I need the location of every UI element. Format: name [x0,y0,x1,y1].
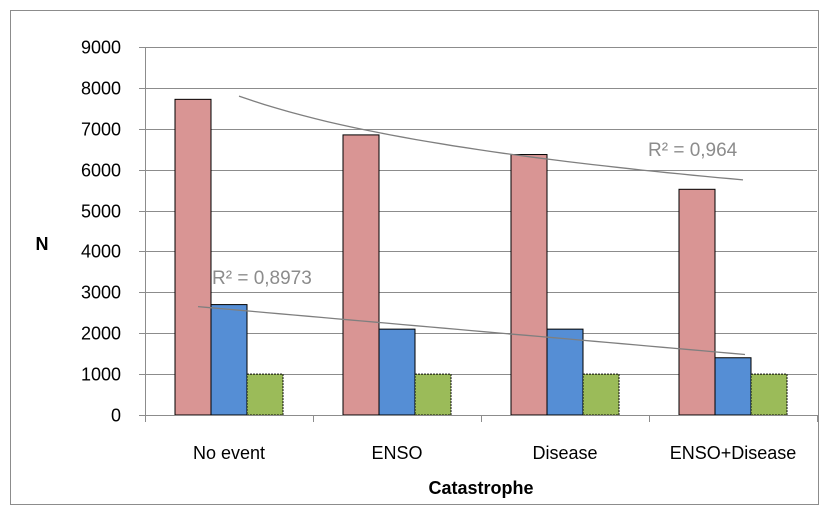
x-tick-label: ENSO [371,443,422,463]
x-axis-label: Catastrophe [428,478,533,498]
y-tick-label: 7000 [81,120,121,140]
x-tick-label: ENSO+Disease [670,443,797,463]
bar-series-3-no-event [246,373,284,416]
x-tick-label: Disease [532,443,597,463]
y-tick-label: 2000 [81,324,121,344]
y-tick-label: 5000 [81,202,121,222]
y-axis-label: N [36,234,49,254]
trendline-label-r2-series-2: R² = 0,8973 [212,268,312,289]
y-tick-label: 6000 [81,161,121,181]
bar-series-2-no-event [210,304,248,416]
bar-series-1-enso-disease [678,188,716,416]
bar-series-2-enso [378,328,416,416]
x-tick-labels: No event ENSO Disease ENSO+Disease [193,443,796,463]
bar-series-1-enso [342,134,380,416]
bar-series-3-disease [582,373,620,416]
y-tick-label: 0 [111,406,121,426]
trendline-series-1 [238,95,744,181]
y-tick-label: 4000 [81,242,121,262]
y-tick-label: 9000 [81,38,121,58]
y-tick-label: 1000 [81,365,121,385]
bar-series-3-enso-disease [750,373,788,416]
bar-series-3-enso [414,373,452,416]
trendlines [197,95,746,356]
trendline-label-r2-series-1: R² = 0,964 [648,140,738,161]
y-tick-labels: 0 1000 2000 3000 4000 5000 6000 7000 8000 9000 [81,38,121,426]
bar-series-2-disease [546,328,584,416]
axes [139,47,818,422]
bar-series-1-disease [510,154,548,416]
bar-series-1-no-event [174,98,212,416]
x-tick-label: No event [193,443,265,463]
y-tick-label: 8000 [81,79,121,99]
bars [174,98,788,416]
y-tick-label: 3000 [81,283,121,303]
bar-series-2-enso-disease [714,357,752,416]
trendline-series-2 [197,305,746,356]
